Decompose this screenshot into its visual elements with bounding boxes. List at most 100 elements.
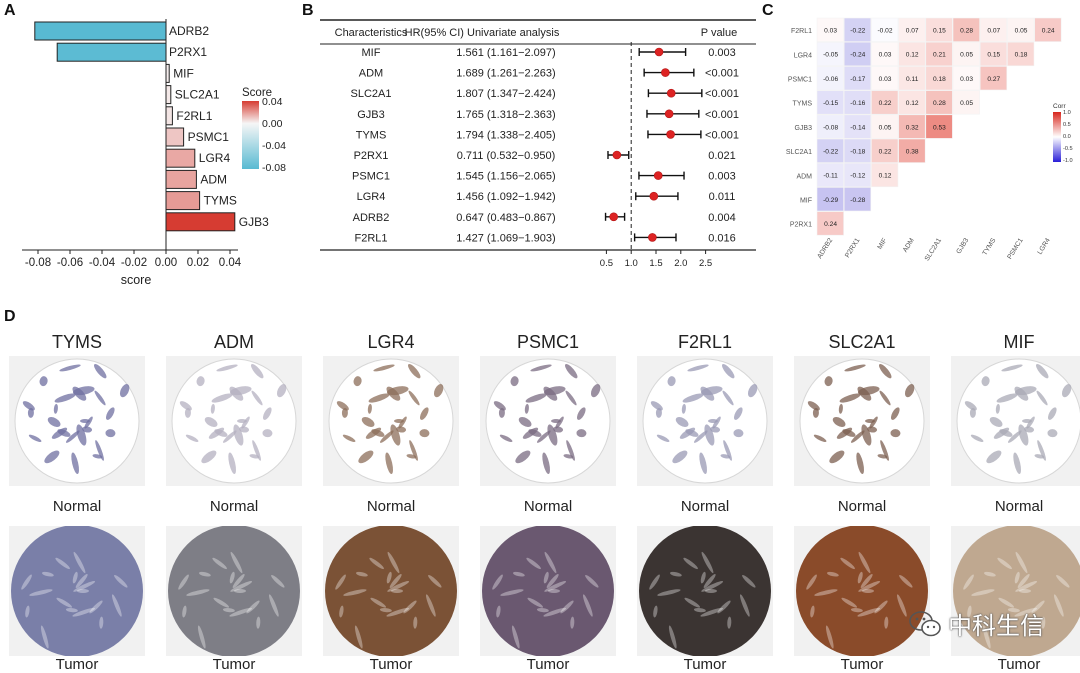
heatmap-cell-value: 0.18 — [933, 76, 946, 83]
tissue-fragment — [720, 454, 731, 459]
tissue-fragment — [365, 427, 382, 439]
tissue-fragment — [850, 430, 865, 443]
tissue-gap — [810, 605, 815, 618]
heatmap-row-label: F2RL1 — [791, 28, 812, 35]
tissue-disc — [796, 526, 928, 656]
tissue-gap — [585, 574, 599, 588]
tissue-fragment — [390, 424, 401, 446]
wechat-icon — [909, 610, 941, 636]
tissue-fragment — [672, 450, 688, 464]
heatmap-cell — [843, 41, 872, 67]
heatmap-cell — [843, 66, 872, 91]
heatmap-row-label: TYMS — [793, 101, 813, 108]
tissue-fragment — [555, 416, 564, 429]
tissue-fragment — [353, 376, 362, 387]
tissue-gap — [73, 581, 96, 592]
tissue-gap — [72, 571, 78, 584]
tissue-fragment — [44, 450, 60, 464]
bar-label-psmc1: PSMC1 — [188, 130, 230, 144]
tissue-fragment — [981, 376, 990, 387]
tissue-gap — [899, 574, 913, 588]
heatmap-cell-value: 0.22 — [879, 149, 892, 156]
heatmap-cell — [871, 162, 899, 188]
tissue-gap — [246, 600, 260, 614]
tissue-fragment — [566, 440, 575, 461]
tissue-fragment — [106, 407, 115, 420]
tissue-gap — [742, 574, 756, 588]
heatmap-cell-value: 0.05 — [879, 124, 892, 131]
tissue-gap — [858, 551, 871, 574]
tissue-gap — [670, 571, 682, 577]
tissue-fragment — [28, 434, 42, 442]
ihc-tumor-caption: Tumor — [997, 656, 1041, 673]
heatmap-col-label: ADM — [902, 237, 916, 254]
tissue-fragment — [891, 407, 900, 420]
tissue-fragment — [704, 424, 715, 446]
heatmap-cell — [925, 90, 953, 115]
heatmap-row-label: SLC2A1 — [786, 149, 812, 156]
heatmap-cell-value: -0.22 — [823, 149, 838, 156]
ihc-tumor-caption: Tumor — [840, 656, 884, 673]
heatmap-cell-value: 0.12 — [879, 173, 892, 180]
ihc-tumor-caption: Tumor — [55, 656, 99, 673]
tissue-fragment — [59, 364, 81, 372]
heatmap-cell — [1034, 17, 1062, 42]
tissue-gap — [858, 581, 881, 592]
tissue-fragment — [406, 454, 417, 459]
bar-label-tyms: TYMS — [204, 194, 237, 208]
tissue-gap — [684, 597, 701, 608]
tissue-fragment — [839, 393, 861, 403]
panel-label-d: D — [4, 308, 16, 325]
tissue-gap — [1007, 608, 1020, 613]
tissue-gap — [653, 605, 658, 618]
tissue-fragment — [518, 417, 532, 427]
x-tick-label: -0.06 — [57, 257, 83, 269]
forest-tick-label: 0.5 — [600, 258, 613, 269]
tissue-fragment — [996, 393, 1018, 403]
tissue-fragment — [249, 454, 260, 459]
ihc-normal-caption: Normal — [209, 498, 259, 515]
tissue-gap — [271, 574, 285, 588]
bar-adm — [165, 169, 197, 189]
heatmap-col-label: P2RX1 — [844, 237, 861, 259]
ihc-normal-image — [637, 356, 773, 486]
tissue-gap — [56, 597, 73, 608]
row-hr-p2rx1: 0.711 (0.532−0.950) — [457, 150, 556, 162]
tissue-fragment — [210, 403, 215, 414]
corr-legend-tick: 1.0 — [1063, 110, 1071, 116]
tissue-gap — [544, 551, 557, 574]
heatmap-col-label: SLC2A1 — [924, 237, 943, 262]
tissue-gap — [428, 574, 442, 588]
tissue-fragment — [493, 401, 506, 411]
tissue-core-image — [796, 526, 928, 656]
score-bar-chart: ADRB2 P2RX1 MIF SLC2A1 F2RL1 PSMC1 LGR4 ADM TYMS… — [22, 19, 286, 287]
tissue-fragment — [565, 390, 577, 406]
bar-f2rl1 — [165, 106, 173, 126]
heatmap-cell-value: -0.28 — [850, 197, 865, 204]
tissue-fragment — [1036, 363, 1049, 379]
heatmap-cell — [952, 90, 980, 115]
heatmap-cell-value: 0.07 — [906, 28, 919, 35]
tissue-gap — [89, 600, 103, 614]
ihc-normal-caption: Normal — [52, 498, 102, 515]
tissue-fragment — [72, 386, 95, 396]
tissue-gap — [527, 597, 544, 608]
bar-p2rx1 — [56, 42, 167, 62]
tissue-fragment — [525, 393, 547, 403]
heatmap-cell-value: -0.29 — [823, 197, 838, 204]
ihc-normal-caption: Normal — [366, 498, 416, 515]
row-hr-mif: 1.561 (1.161−2.097) — [456, 47, 555, 59]
bar-label-adrb2: ADRB2 — [169, 24, 209, 38]
legend-colorbar — [242, 101, 259, 169]
heatmap-cell — [871, 41, 899, 67]
bar-gjb3 — [165, 212, 236, 232]
tissue-fragment — [515, 450, 531, 464]
x-tick-label: -0.04 — [89, 257, 116, 269]
heatmap-cell — [1007, 41, 1035, 67]
heatmap-cell — [979, 66, 1008, 91]
tissue-gap — [500, 589, 524, 596]
tissue-fragment — [39, 376, 48, 387]
tissue-fragment — [722, 390, 734, 406]
tissue-gap — [827, 571, 839, 577]
tissue-gap — [984, 571, 996, 577]
